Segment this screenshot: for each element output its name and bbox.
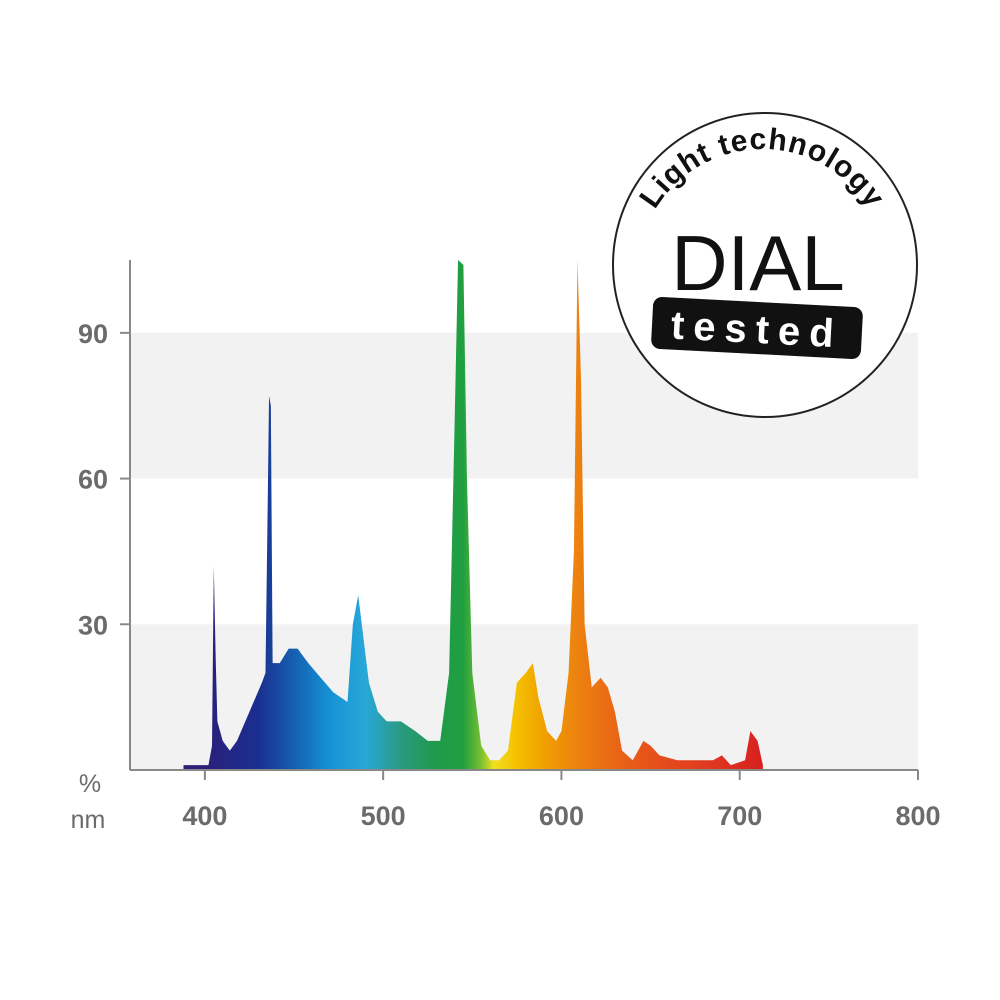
y-tick-label: 30 <box>78 610 108 640</box>
x-tick-label: 700 <box>717 801 762 831</box>
x-tick-label: 500 <box>361 801 406 831</box>
badge-stamp: tested <box>651 296 863 360</box>
y-tick-label: 90 <box>78 319 108 349</box>
badge: Light technology DIAL tested <box>612 112 918 418</box>
badge-brand: DIAL <box>671 219 844 307</box>
y-axis-label: % <box>79 770 101 798</box>
badge-stamp-text: tested <box>670 304 844 357</box>
y-tick-label: 60 <box>78 465 108 495</box>
x-tick-label: 400 <box>182 801 227 831</box>
x-axis-label: nm <box>71 806 106 834</box>
x-tick-label: 800 <box>895 801 940 831</box>
badge-stamp-box <box>651 296 863 360</box>
x-tick-label: 600 <box>539 801 584 831</box>
